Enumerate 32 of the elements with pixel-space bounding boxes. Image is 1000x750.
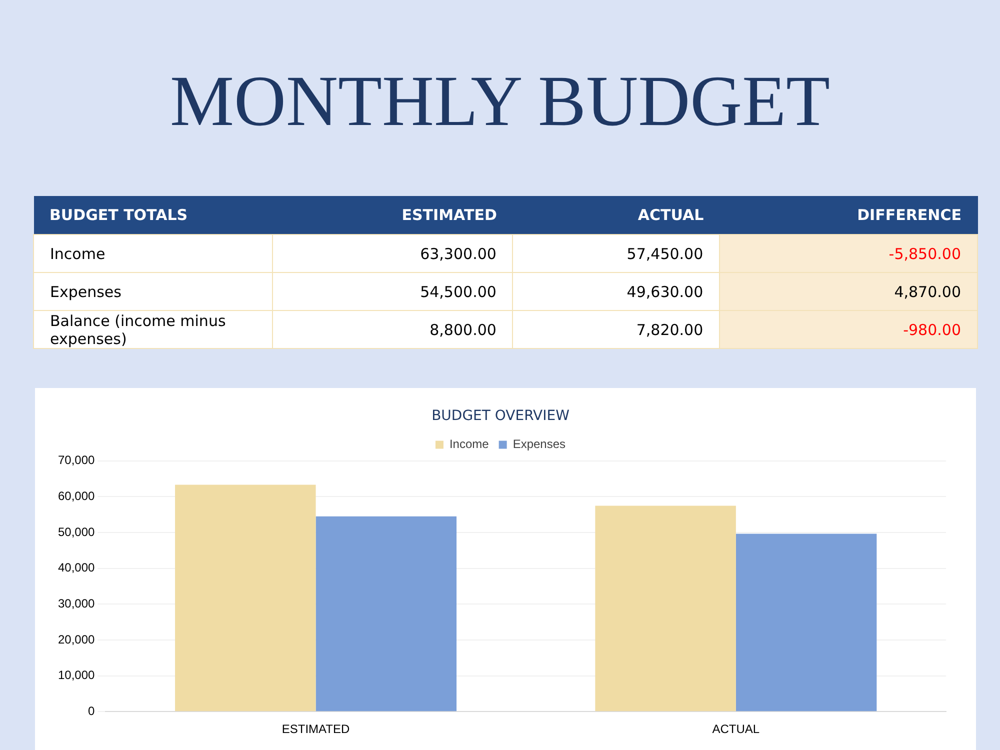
text: 63,300.00 xyxy=(272,234,513,272)
y-tick-label: 40,000 xyxy=(58,560,96,575)
y-tick-label: 50,000 xyxy=(58,524,96,539)
text: MONTHLY BUDGET xyxy=(168,60,832,143)
legend-label: Income xyxy=(449,437,490,452)
legend-label: Expenses xyxy=(512,437,566,452)
text: -980.00 xyxy=(720,310,978,348)
bar xyxy=(175,484,316,712)
text: Income xyxy=(34,234,272,272)
text: DIFFERENCE xyxy=(720,196,978,234)
text: BUDGET TOTALS xyxy=(34,196,272,234)
text: ESTIMATED xyxy=(272,196,513,234)
text: Expenses xyxy=(34,272,272,310)
text: 8,800.00 xyxy=(272,310,513,348)
bar xyxy=(595,506,736,712)
chart-title: BUDGET OVERVIEW xyxy=(432,408,570,424)
y-tick-label: 60,000 xyxy=(58,488,96,503)
text: 54,500.00 xyxy=(272,272,513,310)
text: ACTUAL xyxy=(512,196,720,234)
text: -5,850.00 xyxy=(720,234,978,272)
bar xyxy=(316,516,457,712)
text: 7,820.00 xyxy=(512,310,720,348)
text: Balance (income minus expenses) xyxy=(34,310,272,348)
text: 57,450.00 xyxy=(512,234,720,272)
text: 4,870.00 xyxy=(720,272,978,310)
text: 49,630.00 xyxy=(512,272,720,310)
y-tick-label: 10,000 xyxy=(58,668,96,682)
bar xyxy=(736,534,877,712)
y-tick-label: 30,000 xyxy=(58,596,96,610)
y-tick-label: 70,000 xyxy=(58,453,96,468)
y-tick-label: 20,000 xyxy=(58,632,96,646)
y-tick-label: 0 xyxy=(88,704,96,718)
